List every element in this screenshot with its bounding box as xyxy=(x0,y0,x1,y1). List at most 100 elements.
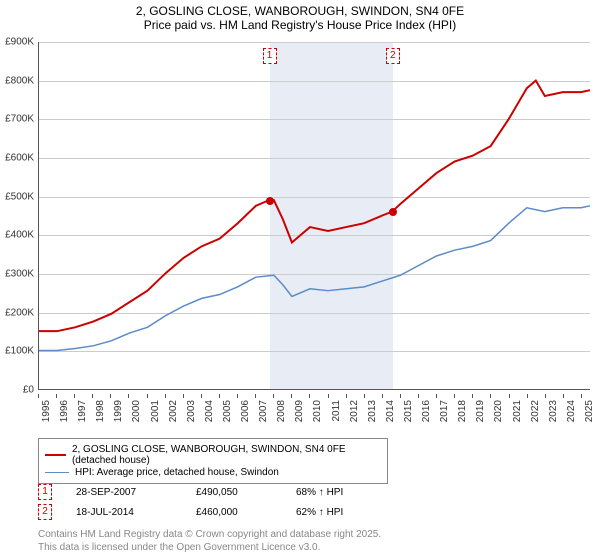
y-tick-label: £300K xyxy=(5,269,34,280)
x-tick xyxy=(291,394,292,398)
chart-title-line2: Price paid vs. HM Land Registry's House … xyxy=(0,18,600,38)
marker-dot-1 xyxy=(266,197,274,205)
y-tick-label: £0 xyxy=(23,385,34,396)
x-tick xyxy=(201,394,202,398)
x-tick xyxy=(382,394,383,398)
x-tick-label: 2014 xyxy=(385,400,396,422)
x-tick-label: 2008 xyxy=(276,400,287,422)
x-tick xyxy=(165,394,166,398)
x-tick-label: 2007 xyxy=(258,400,269,422)
legend-row-price-paid: 2, GOSLING CLOSE, WANBOROUGH, SWINDON, S… xyxy=(45,444,381,466)
x-tick-label: 2013 xyxy=(367,400,378,422)
x-axis-labels: 1995199619971998199920002001200220032004… xyxy=(38,394,590,434)
marker-pct-2: 62% ↑ HPI xyxy=(296,507,396,518)
y-tick-label: £400K xyxy=(5,230,34,241)
legend: 2, GOSLING CLOSE, WANBOROUGH, SWINDON, S… xyxy=(38,438,388,484)
x-tick-label: 2001 xyxy=(150,400,161,422)
marker-dot-2 xyxy=(389,208,397,216)
x-tick-label: 1995 xyxy=(41,400,52,422)
x-tick-label: 2010 xyxy=(312,400,323,422)
x-tick xyxy=(147,394,148,398)
x-tick-label: 2019 xyxy=(475,400,486,422)
y-tick-label: £600K xyxy=(5,153,34,164)
x-tick-label: 2020 xyxy=(493,400,504,422)
x-tick xyxy=(219,394,220,398)
x-tick-label: 2006 xyxy=(240,400,251,422)
x-tick-label: 2021 xyxy=(512,400,523,422)
x-tick-label: 2009 xyxy=(294,400,305,422)
x-tick xyxy=(237,394,238,398)
x-tick xyxy=(346,394,347,398)
marker-badge-2: 2 xyxy=(38,504,52,520)
marker-badge-1: 1 xyxy=(38,484,52,500)
x-tick xyxy=(563,394,564,398)
x-tick-label: 2023 xyxy=(548,400,559,422)
y-tick-label: £800K xyxy=(5,75,34,86)
x-tick-label: 2025 xyxy=(584,400,595,422)
x-tick-label: 2015 xyxy=(403,400,414,422)
marker-row-2: 2 18-JUL-2014 £460,000 62% ↑ HPI xyxy=(38,502,590,522)
footer-attribution: Contains HM Land Registry data © Crown c… xyxy=(38,528,381,554)
chart-title-line1: 2, GOSLING CLOSE, WANBOROUGH, SWINDON, S… xyxy=(0,0,600,18)
footer-line1: Contains HM Land Registry data © Crown c… xyxy=(38,528,381,541)
legend-label-price-paid: 2, GOSLING CLOSE, WANBOROUGH, SWINDON, S… xyxy=(72,444,381,466)
marker-date-1: 28-SEP-2007 xyxy=(76,487,196,498)
y-tick-label: £200K xyxy=(5,307,34,318)
x-tick xyxy=(490,394,491,398)
chart-svg xyxy=(39,42,590,389)
x-tick-label: 2017 xyxy=(439,400,450,422)
x-tick-label: 2005 xyxy=(222,400,233,422)
marker-date-2: 18-JUL-2014 xyxy=(76,507,196,518)
legend-swatch-price-paid xyxy=(45,454,66,456)
x-tick xyxy=(418,394,419,398)
x-tick-label: 2016 xyxy=(421,400,432,422)
x-tick-label: 1998 xyxy=(95,400,106,422)
x-tick xyxy=(110,394,111,398)
x-tick xyxy=(328,394,329,398)
x-tick-label: 2018 xyxy=(457,400,468,422)
y-tick-label: £700K xyxy=(5,114,34,125)
x-tick xyxy=(128,394,129,398)
marker-flag-1: 1 xyxy=(263,48,277,64)
x-tick xyxy=(92,394,93,398)
x-tick-label: 1996 xyxy=(59,400,70,422)
legend-label-hpi: HPI: Average price, detached house, Swin… xyxy=(75,467,279,478)
x-tick-label: 2024 xyxy=(566,400,577,422)
x-tick-label: 2000 xyxy=(131,400,142,422)
x-tick xyxy=(38,394,39,398)
x-tick xyxy=(56,394,57,398)
x-tick xyxy=(364,394,365,398)
x-tick xyxy=(183,394,184,398)
x-tick xyxy=(400,394,401,398)
x-tick-label: 2012 xyxy=(349,400,360,422)
x-tick xyxy=(527,394,528,398)
y-tick-label: £500K xyxy=(5,191,34,202)
x-tick xyxy=(436,394,437,398)
y-tick-label: £900K xyxy=(5,37,34,48)
y-axis-labels: £0£100K£200K£300K£400K£500K£600K£700K£80… xyxy=(0,42,36,390)
x-tick-label: 2002 xyxy=(168,400,179,422)
legend-swatch-hpi xyxy=(45,472,69,474)
marker-row-1: 1 28-SEP-2007 £490,050 68% ↑ HPI xyxy=(38,482,590,502)
marker-pct-1: 68% ↑ HPI xyxy=(296,487,396,498)
x-tick xyxy=(273,394,274,398)
x-tick-label: 2003 xyxy=(186,400,197,422)
x-tick-label: 2022 xyxy=(530,400,541,422)
marker-data-table: 1 28-SEP-2007 £490,050 68% ↑ HPI 2 18-JU… xyxy=(38,482,590,522)
series-line-price_paid xyxy=(39,81,590,332)
x-tick-label: 2011 xyxy=(331,400,342,422)
x-tick-label: 1997 xyxy=(77,400,88,422)
chart-plot-area: 12 xyxy=(38,42,590,390)
marker-price-1: £490,050 xyxy=(196,487,296,498)
y-tick-label: £100K xyxy=(5,346,34,357)
x-tick xyxy=(509,394,510,398)
x-tick xyxy=(472,394,473,398)
x-tick xyxy=(545,394,546,398)
legend-row-hpi: HPI: Average price, detached house, Swin… xyxy=(45,467,381,478)
x-tick xyxy=(581,394,582,398)
x-tick xyxy=(74,394,75,398)
x-tick xyxy=(309,394,310,398)
marker-price-2: £460,000 xyxy=(196,507,296,518)
x-tick xyxy=(255,394,256,398)
x-tick-label: 2004 xyxy=(204,400,215,422)
